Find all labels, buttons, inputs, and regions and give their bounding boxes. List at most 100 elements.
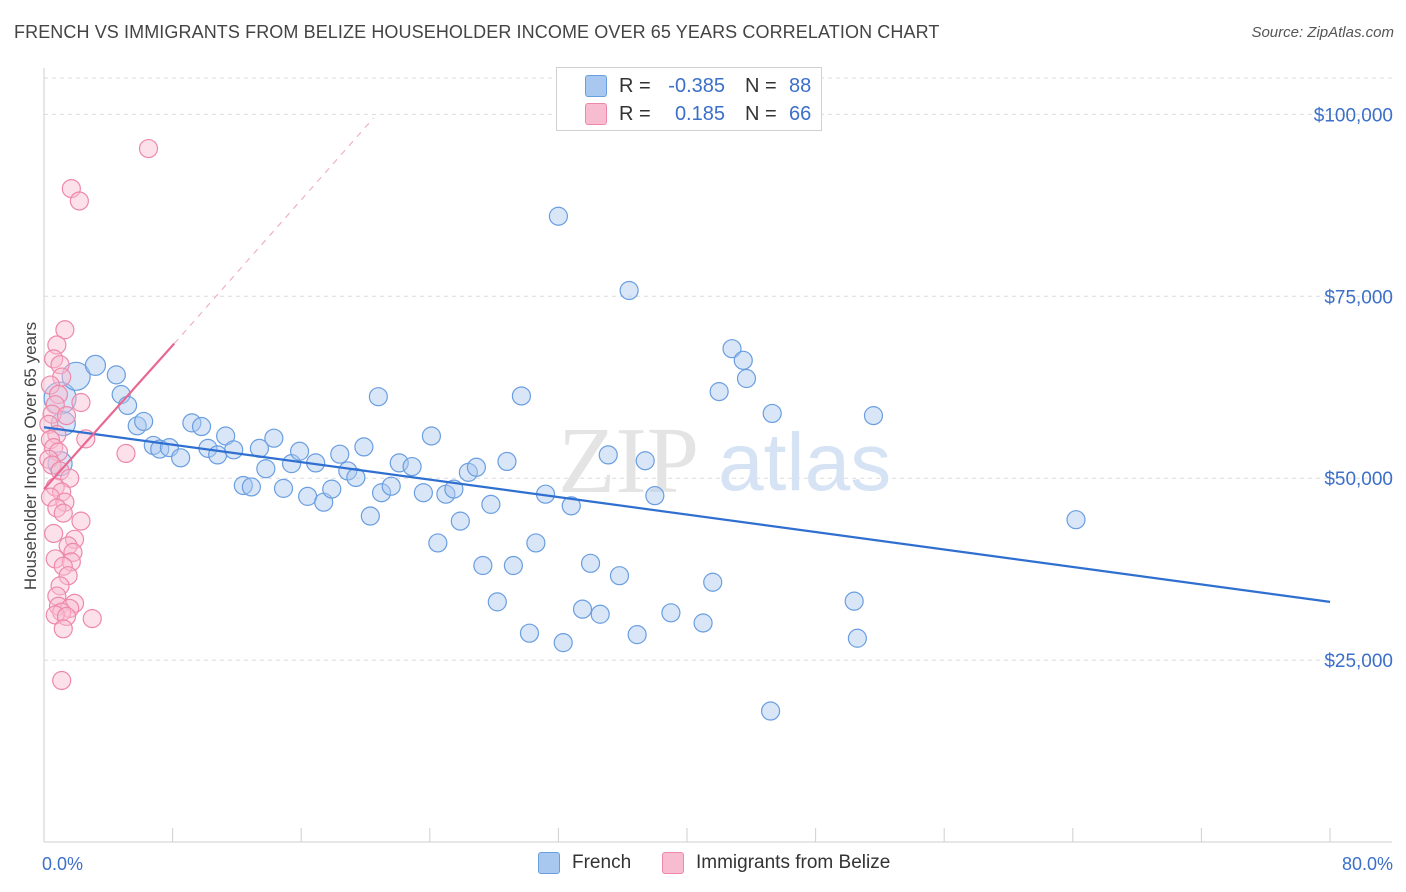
data-point	[645, 486, 665, 506]
data-point	[50, 355, 70, 375]
series-label-french: French	[572, 852, 632, 873]
legend-swatch-belize	[585, 103, 607, 125]
data-point	[39, 449, 59, 469]
data-point	[264, 428, 284, 448]
legend-n-value: 88	[789, 74, 812, 97]
data-point	[1066, 510, 1086, 530]
data-point	[58, 566, 78, 586]
data-point	[182, 413, 202, 433]
data-point	[52, 670, 72, 691]
data-point	[346, 467, 366, 488]
data-point	[428, 533, 448, 553]
data-point	[847, 628, 867, 648]
data-point	[208, 445, 228, 465]
data-point	[553, 633, 573, 653]
series-swatch-belize	[662, 852, 684, 874]
data-point	[413, 483, 433, 503]
y-axis-label: Householder Income Over 65 years	[21, 322, 40, 590]
data-point	[487, 592, 507, 612]
data-point	[191, 416, 212, 437]
y-tick-label: $50,000	[1324, 469, 1393, 490]
legend-r-label: R =	[619, 102, 651, 125]
legend-r-value: 0.185	[674, 102, 725, 125]
data-point	[598, 445, 618, 465]
data-point	[55, 320, 75, 340]
series-belize	[39, 138, 159, 691]
data-point	[40, 487, 61, 507]
data-point	[61, 361, 91, 391]
legend-row-belize: R = 0.185 N = 66	[557, 100, 811, 128]
legend-swatch-french	[585, 75, 607, 97]
data-point	[421, 426, 442, 446]
data-point	[71, 511, 91, 531]
data-point	[519, 623, 540, 643]
data-point	[53, 556, 73, 576]
data-point	[44, 523, 64, 544]
data-point	[450, 511, 470, 531]
data-point	[354, 437, 374, 457]
y-tick-label: $100,000	[1314, 105, 1393, 126]
x-tick-label: 0.0%	[42, 854, 83, 874]
data-point	[138, 138, 159, 159]
chart-title: FRENCH VS IMMIGRANTS FROM BELIZE HOUSEHO…	[14, 22, 940, 42]
y-tick-label: $25,000	[1324, 651, 1393, 672]
series-legend: French Immigrants from Belize	[0, 852, 1406, 878]
data-point	[106, 365, 126, 385]
data-point	[171, 448, 191, 468]
legend-r-label: R =	[619, 74, 651, 97]
data-point	[722, 339, 742, 359]
data-point	[53, 503, 73, 523]
data-point	[627, 625, 647, 645]
data-point	[703, 572, 723, 592]
legend: R = -0.385 N = 88 R = 0.185 N = 66	[556, 67, 822, 131]
legend-row-french: R = -0.385 N = 88	[557, 72, 811, 100]
data-point	[134, 411, 154, 432]
data-point	[497, 451, 517, 472]
tick-labels: $25,000 $50,000 $75,000 $100,000 0.0% 80.0%	[42, 105, 1393, 874]
data-point	[526, 533, 546, 553]
watermark-zip: ZIP	[558, 409, 699, 513]
data-point	[289, 441, 310, 461]
trend-lines	[43, 117, 1331, 603]
data-point	[256, 459, 276, 479]
data-point	[45, 549, 65, 569]
series-legend-french: French	[538, 852, 631, 874]
legend-n-label: N =	[745, 102, 777, 125]
data-point	[371, 483, 392, 503]
series-legend-belize: Immigrants from Belize	[662, 852, 890, 874]
data-point	[760, 701, 781, 721]
legend-n-label: N =	[745, 74, 777, 97]
data-point	[548, 206, 569, 226]
data-point	[56, 406, 77, 426]
data-point	[117, 395, 138, 416]
data-point	[56, 606, 77, 627]
data-points	[39, 138, 1086, 721]
data-point	[402, 456, 422, 477]
data-point	[844, 591, 864, 611]
data-point	[619, 280, 639, 301]
trend-extension-belize	[173, 117, 374, 344]
watermark: ZIP atlas	[558, 409, 891, 513]
data-point	[736, 368, 757, 389]
x-tick-label: 80.0%	[1342, 854, 1393, 874]
data-point	[863, 406, 884, 426]
data-point	[82, 609, 102, 629]
watermark-atlas: atlas	[718, 417, 891, 508]
legend-n-value: 66	[789, 102, 812, 125]
data-point	[116, 443, 136, 464]
data-point	[389, 453, 409, 473]
data-point	[53, 619, 73, 639]
y-tick-label: $75,000	[1324, 287, 1393, 308]
data-point	[733, 350, 753, 370]
axes	[43, 68, 1392, 843]
data-point	[381, 476, 401, 496]
data-point	[322, 479, 342, 499]
data-point	[233, 475, 253, 496]
data-point	[503, 555, 523, 576]
series-french	[43, 206, 1086, 721]
data-point	[481, 494, 501, 514]
data-point	[762, 403, 782, 424]
data-point	[368, 387, 388, 407]
data-point	[71, 392, 91, 413]
